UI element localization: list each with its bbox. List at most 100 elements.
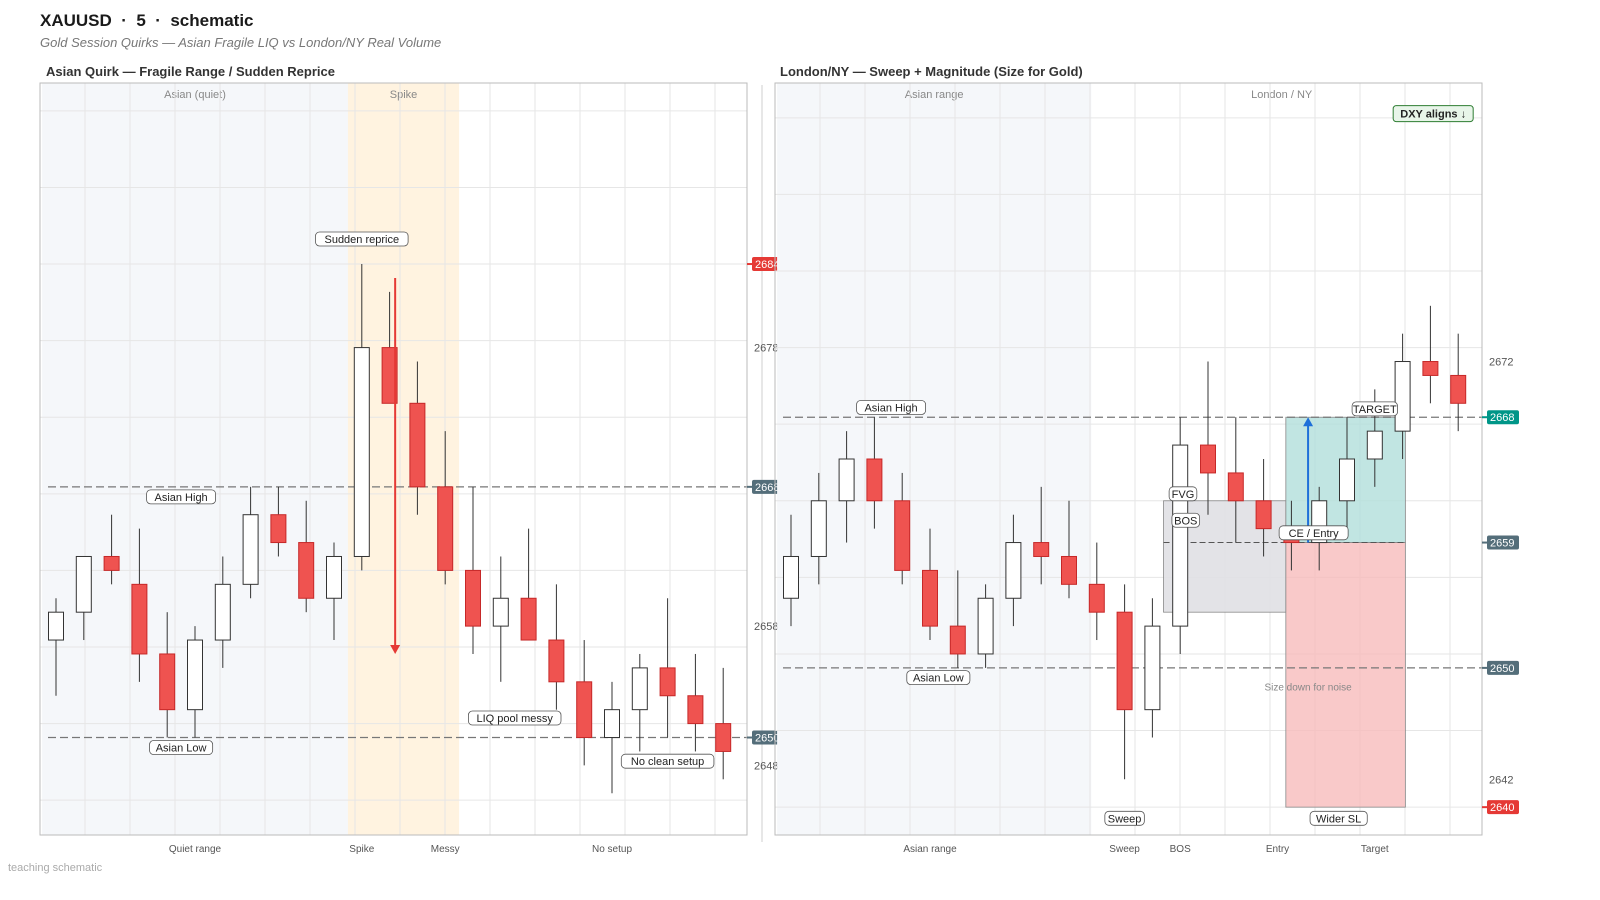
annotation-label: LIQ pool messy (476, 713, 553, 725)
x-tick-label: BOS (1170, 844, 1191, 855)
candle-body (1255, 500, 1272, 530)
candle-body (659, 667, 676, 697)
annotation-label: No clean setup (631, 756, 704, 768)
zone-label: Asian range (905, 89, 964, 101)
candle (894, 472, 911, 585)
candle-body (866, 458, 883, 502)
candle-body (159, 653, 176, 711)
candle (1144, 598, 1161, 738)
annotation-label-box (620, 753, 715, 769)
candle (1450, 333, 1467, 432)
candle (1061, 500, 1077, 599)
stop-zone (1285, 542, 1406, 808)
candle (1422, 305, 1439, 404)
note-label: Size down for noise (1264, 682, 1352, 693)
candle-body (1366, 430, 1383, 460)
annotation-label-box (1171, 512, 1201, 528)
price-badge-label: 2650 (1490, 663, 1514, 675)
asian-quirk-panel: Asian Quirk — Fragile Range / Sudden Rep… (39, 64, 784, 855)
candle-body (1339, 458, 1355, 502)
candle (75, 555, 92, 641)
candle (381, 291, 398, 404)
x-tick-label: Messy (431, 844, 460, 855)
candle-body (687, 695, 704, 725)
candle-body (1033, 542, 1050, 557)
annotation-label-box (1351, 401, 1398, 417)
candle (131, 528, 148, 682)
candle-body (631, 667, 648, 711)
candle (548, 584, 565, 710)
candle-body (1394, 361, 1411, 432)
candle-body (576, 681, 593, 739)
candle (1394, 333, 1411, 459)
price-badge-label: 2650 (755, 733, 779, 745)
candle-body (381, 347, 398, 404)
candle-body (326, 555, 342, 599)
candle-body (838, 458, 855, 502)
annotation-label-box (467, 710, 562, 726)
zone-label: London / NY (1251, 89, 1313, 101)
candle (437, 431, 454, 585)
annotation-label: Asian Low (913, 673, 964, 685)
x-tick-label: Quiet range (169, 844, 222, 855)
candle-body (1172, 444, 1189, 627)
annotation-label: CE / Entry (1289, 528, 1340, 540)
candle-body (922, 569, 938, 627)
candle (1200, 361, 1216, 515)
price-badge (752, 479, 784, 494)
price-badge (1487, 410, 1519, 425)
candle (1005, 514, 1022, 627)
candle (48, 598, 64, 696)
candle (159, 612, 176, 738)
price-badge (1487, 800, 1519, 815)
candle-body (810, 500, 827, 557)
plot-frame (774, 82, 1483, 836)
candle (1116, 584, 1133, 780)
candle (1227, 417, 1244, 543)
dxy-badge-label: DXY aligns ↓ (1400, 109, 1466, 121)
x-tick-label: No setup (592, 844, 632, 855)
price-badge-label: 2659 (1490, 538, 1514, 550)
y-tick-label: 2658 (754, 621, 778, 633)
candle-body (715, 723, 732, 752)
price-badge-label: 2684 (755, 259, 779, 271)
candle-body (548, 639, 565, 683)
plot-frame (39, 82, 748, 836)
x-tick-label: Entry (1266, 844, 1289, 855)
candle (1366, 389, 1383, 487)
candle-body (465, 569, 481, 627)
candle (1172, 417, 1189, 654)
candle-body (1450, 374, 1467, 404)
candle (326, 542, 342, 641)
candle (409, 361, 426, 515)
candle-body (298, 542, 315, 599)
price-badge (752, 730, 784, 745)
arrow-head (390, 644, 401, 654)
candle-body (75, 555, 92, 613)
panel-title: Asian Quirk — Fragile Range / Sudden Rep… (46, 64, 335, 79)
candle-body (604, 709, 620, 739)
annotation-label-box (315, 231, 409, 247)
candle (1255, 459, 1272, 557)
candle-body (520, 597, 537, 641)
candle-body (1116, 611, 1133, 711)
y-tick-label: 2678 (754, 343, 778, 355)
panel-title: London/NY — Sweep + Magnitude (Size for … (780, 64, 1083, 79)
annotation-label-box (906, 670, 971, 686)
candle (604, 681, 620, 794)
zone-label: Spike (390, 89, 418, 101)
level-label-box (149, 740, 214, 755)
candle (810, 472, 827, 585)
annotation-label-box (1278, 525, 1349, 541)
candle (1339, 417, 1355, 529)
candle (715, 667, 732, 780)
candle-body (187, 639, 203, 711)
candle (922, 528, 938, 641)
price-badge (752, 257, 784, 272)
candle-body (214, 583, 231, 641)
y-tick-label: 2648 (754, 760, 778, 772)
level-label: Asian High (154, 492, 207, 504)
page-title: XAUUSD · 5 · schematic (40, 11, 254, 30)
arrow-head (1303, 417, 1314, 427)
candle-body (1422, 361, 1439, 376)
